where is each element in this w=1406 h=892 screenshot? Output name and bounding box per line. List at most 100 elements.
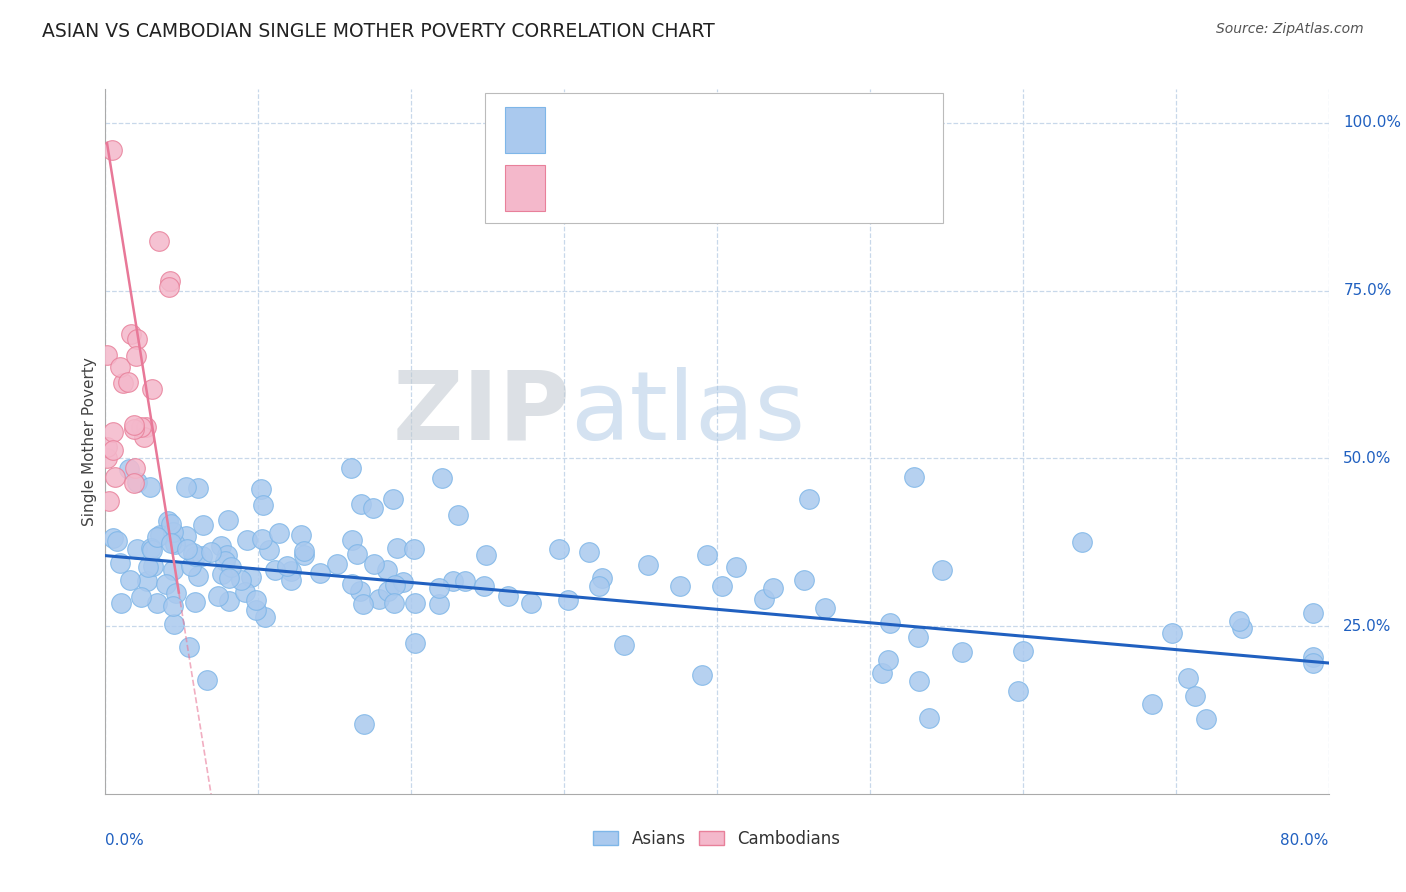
Point [105,534,128,549]
Point [1011,643,1033,657]
Point [117,375,139,389]
Point [156,515,179,529]
Point [269,526,291,541]
Point [402,541,425,556]
Point [191,549,214,564]
Point [141,382,163,396]
Point [429,598,451,612]
Point [146,596,169,610]
Point [349,583,371,598]
Point [377,584,399,599]
Point [193,517,215,532]
Point [124,476,146,491]
Text: Source: ZipAtlas.com: Source: ZipAtlas.com [1216,22,1364,37]
Point [252,498,274,512]
Point [710,579,733,593]
Point [498,589,520,603]
Point [136,560,159,574]
Text: 50.0%: 50.0% [1343,450,1392,466]
Point [146,530,169,544]
Point [1184,690,1206,704]
Point [346,547,368,561]
Point [231,573,253,587]
Point [668,579,690,593]
Point [591,571,613,585]
Point [387,541,409,555]
Point [903,470,925,484]
Text: ZIP: ZIP [392,367,571,460]
Point [290,528,312,542]
Point [382,492,405,507]
FancyBboxPatch shape [505,107,544,153]
Point [797,491,820,506]
Point [187,481,209,495]
Point [159,274,181,288]
Point [814,600,837,615]
Point [1227,615,1250,629]
Point [214,554,236,568]
Text: 75.0%: 75.0% [1343,283,1392,298]
Point [340,533,363,548]
Point [135,419,157,434]
Point [280,573,302,587]
Point [1302,656,1324,670]
Point [125,332,148,346]
Y-axis label: Single Mother Poverty: Single Mother Poverty [82,357,97,526]
Point [96,440,118,454]
Point [879,616,901,631]
Legend: Asians, Cambodians: Asians, Cambodians [585,822,849,856]
Point [877,653,900,667]
Point [404,596,426,610]
Point [207,589,229,603]
Point [127,475,149,490]
Point [120,327,142,342]
Point [1230,621,1253,635]
Point [375,563,398,577]
Point [1160,626,1182,640]
Point [180,558,202,573]
Point [176,542,198,557]
Point [725,559,748,574]
Point [149,528,172,542]
Point [103,425,125,439]
Point [155,576,177,591]
Point [240,570,263,584]
Point [162,599,184,613]
Point [392,574,415,589]
Point [200,545,222,559]
Text: 25.0%: 25.0% [1343,618,1392,633]
Point [918,711,941,725]
Point [578,545,600,559]
Point [1071,535,1094,549]
Point [950,645,973,659]
Point [101,443,124,458]
Point [174,480,197,494]
Point [165,586,187,600]
Point [142,559,165,574]
Point [245,593,267,607]
Point [368,591,391,606]
Point [352,597,374,611]
Point [235,533,257,547]
Point [217,548,239,562]
Point [187,569,209,583]
Point [908,674,931,689]
Point [218,571,240,585]
Point [160,536,183,550]
Point [430,471,453,485]
Point [254,609,277,624]
Point [141,542,163,557]
Point [548,541,571,556]
Point [124,417,146,432]
Point [637,558,659,573]
Point [120,573,142,587]
Point [162,524,184,539]
Point [384,578,406,592]
Point [174,529,197,543]
Point [472,579,495,593]
Point [427,582,450,596]
FancyBboxPatch shape [485,93,943,223]
Text: ASIAN VS CAMBODIAN SINGLE MOTHER POVERTY CORRELATION CHART: ASIAN VS CAMBODIAN SINGLE MOTHER POVERTY… [42,22,714,41]
Point [363,557,385,571]
Point [520,596,543,610]
